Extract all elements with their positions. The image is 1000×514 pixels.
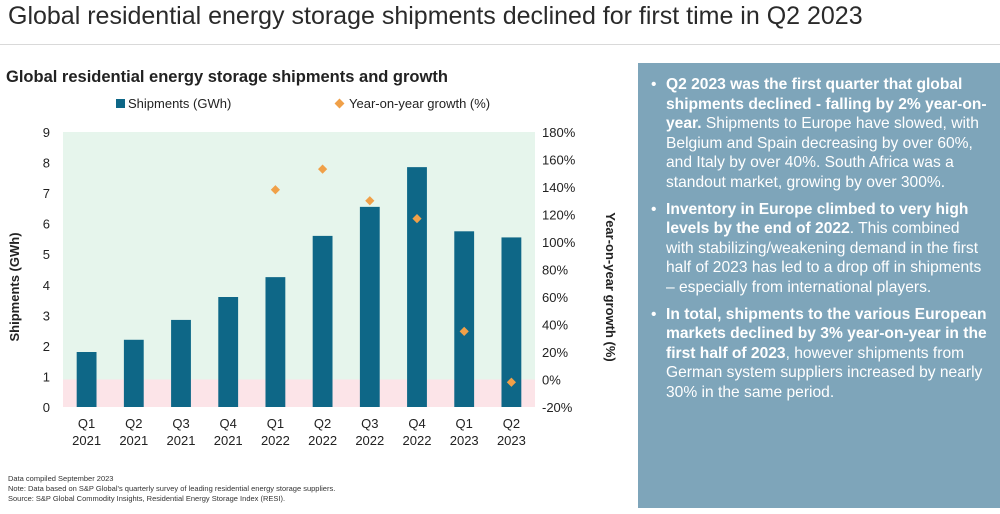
x-tick-label: Q4	[220, 416, 237, 431]
finding-text: Shipments to Europe have slowed, with Be…	[666, 115, 979, 191]
finding-text: , however shipments from German system s…	[666, 344, 983, 401]
bar-shipments	[171, 319, 191, 407]
marker-growth	[412, 214, 422, 224]
marker-growth	[318, 164, 328, 174]
x-tick-label: 2022	[261, 433, 290, 448]
marker-growth	[270, 185, 280, 195]
note-source: Source: S&P Global Commodity Insights, R…	[8, 494, 286, 503]
x-tick-label: Q1	[78, 416, 95, 431]
note-compiled: Data compiled September 2023	[8, 474, 114, 483]
y2-axis-label: Year-on-year growth (%)	[603, 212, 618, 362]
y2-tick-label: 40%	[542, 318, 568, 333]
bar-shipments	[359, 206, 380, 407]
y-tick-label: 6	[43, 217, 50, 232]
x-tick-label: 2021	[119, 433, 148, 448]
y-tick-label: 9	[43, 125, 50, 140]
legend-marker-label: Year-on-year growth (%)	[349, 96, 490, 111]
chart-svg: Global residential energy storage shipme…	[6, 68, 618, 448]
y2-tick-label: 60%	[542, 290, 568, 305]
y-tick-label: 2	[43, 339, 50, 354]
y2-tick-label: 140%	[542, 180, 576, 195]
finding-highlight: Inventory in Europe climbed to very high…	[666, 200, 969, 238]
y2-tick-label: 160%	[542, 153, 576, 168]
x-tick-label: 2021	[72, 433, 101, 448]
y-tick-label: 8	[43, 156, 50, 171]
chart-notes: Data compiled September 2023 Note: Data …	[8, 474, 335, 504]
x-tick-label: Q1	[456, 416, 473, 431]
title-divider	[0, 44, 1000, 45]
bar-shipments	[218, 297, 239, 407]
bar-shipments	[312, 235, 333, 407]
marker-growth	[365, 196, 375, 206]
x-tick-label: Q2	[125, 416, 142, 431]
y2-tick-label: 80%	[542, 263, 568, 278]
x-tick-label: 2023	[497, 433, 526, 448]
y2-tick-label: -20%	[542, 400, 573, 415]
x-tick-label: 2023	[450, 433, 479, 448]
bar-shipments	[265, 277, 286, 407]
finding-text: . This combined with stabilizing/weakeni…	[666, 220, 982, 296]
bar-shipments	[501, 237, 522, 407]
findings-list: Q2 2023 was the first quarter that globa…	[644, 75, 990, 403]
x-tick-label: 2021	[214, 433, 243, 448]
x-tick-label: 2021	[167, 433, 196, 448]
bar-shipments	[407, 167, 427, 407]
finding-item: Q2 2023 was the first quarter that globa…	[644, 75, 990, 193]
bar-shipments	[454, 231, 475, 407]
x-tick-label: Q4	[408, 416, 425, 431]
y-tick-label: 7	[43, 186, 50, 201]
finding-item: Inventory in Europe climbed to very high…	[644, 200, 990, 298]
y2-tick-label: 180%	[542, 125, 576, 140]
y2-tick-label: 100%	[542, 235, 576, 250]
legend-bar-label: Shipments (GWh)	[128, 96, 231, 111]
x-tick-label: Q3	[361, 416, 378, 431]
page-title: Global residential energy storage shipme…	[8, 2, 863, 30]
marker-growth	[459, 326, 469, 336]
y-tick-label: 3	[43, 308, 50, 323]
finding-highlight: In total, shipments to the various Europ…	[666, 305, 987, 362]
y2-tick-label: 20%	[542, 345, 568, 360]
legend-bar-swatch	[116, 99, 125, 108]
x-tick-label: 2022	[355, 433, 384, 448]
key-findings-panel: Q2 2023 was the first quarter that globa…	[638, 63, 1000, 508]
finding-item: In total, shipments to the various Europ…	[644, 305, 990, 403]
x-tick-label: 2022	[403, 433, 432, 448]
note-method: Note: Data based on S&P Global's quarter…	[8, 484, 336, 493]
legend-marker-swatch	[334, 98, 345, 109]
finding-highlight: Q2 2023 was the first quarter that globa…	[666, 76, 987, 133]
y-axis-label: Shipments (GWh)	[7, 232, 22, 341]
y-tick-label: 5	[43, 247, 50, 262]
x-tick-label: 2022	[308, 433, 337, 448]
chart-title: Global residential energy storage shipme…	[6, 68, 448, 86]
legend: Shipments (GWh) Year-on-year growth (%)	[116, 96, 490, 111]
x-tick-label: Q2	[314, 416, 331, 431]
y2-tick-label: 0%	[542, 373, 561, 388]
x-tick-label: Q3	[172, 416, 189, 431]
chart: Global residential energy storage shipme…	[0, 55, 625, 465]
x-tick-label: Q1	[267, 416, 284, 431]
y-tick-label: 1	[43, 369, 50, 384]
x-tick-label: Q2	[503, 416, 520, 431]
y-tick-label: 0	[43, 400, 50, 415]
bar-shipments	[123, 339, 144, 407]
y-tick-label: 4	[43, 278, 50, 293]
bar-shipments	[76, 352, 97, 407]
y2-tick-label: 120%	[542, 208, 576, 223]
